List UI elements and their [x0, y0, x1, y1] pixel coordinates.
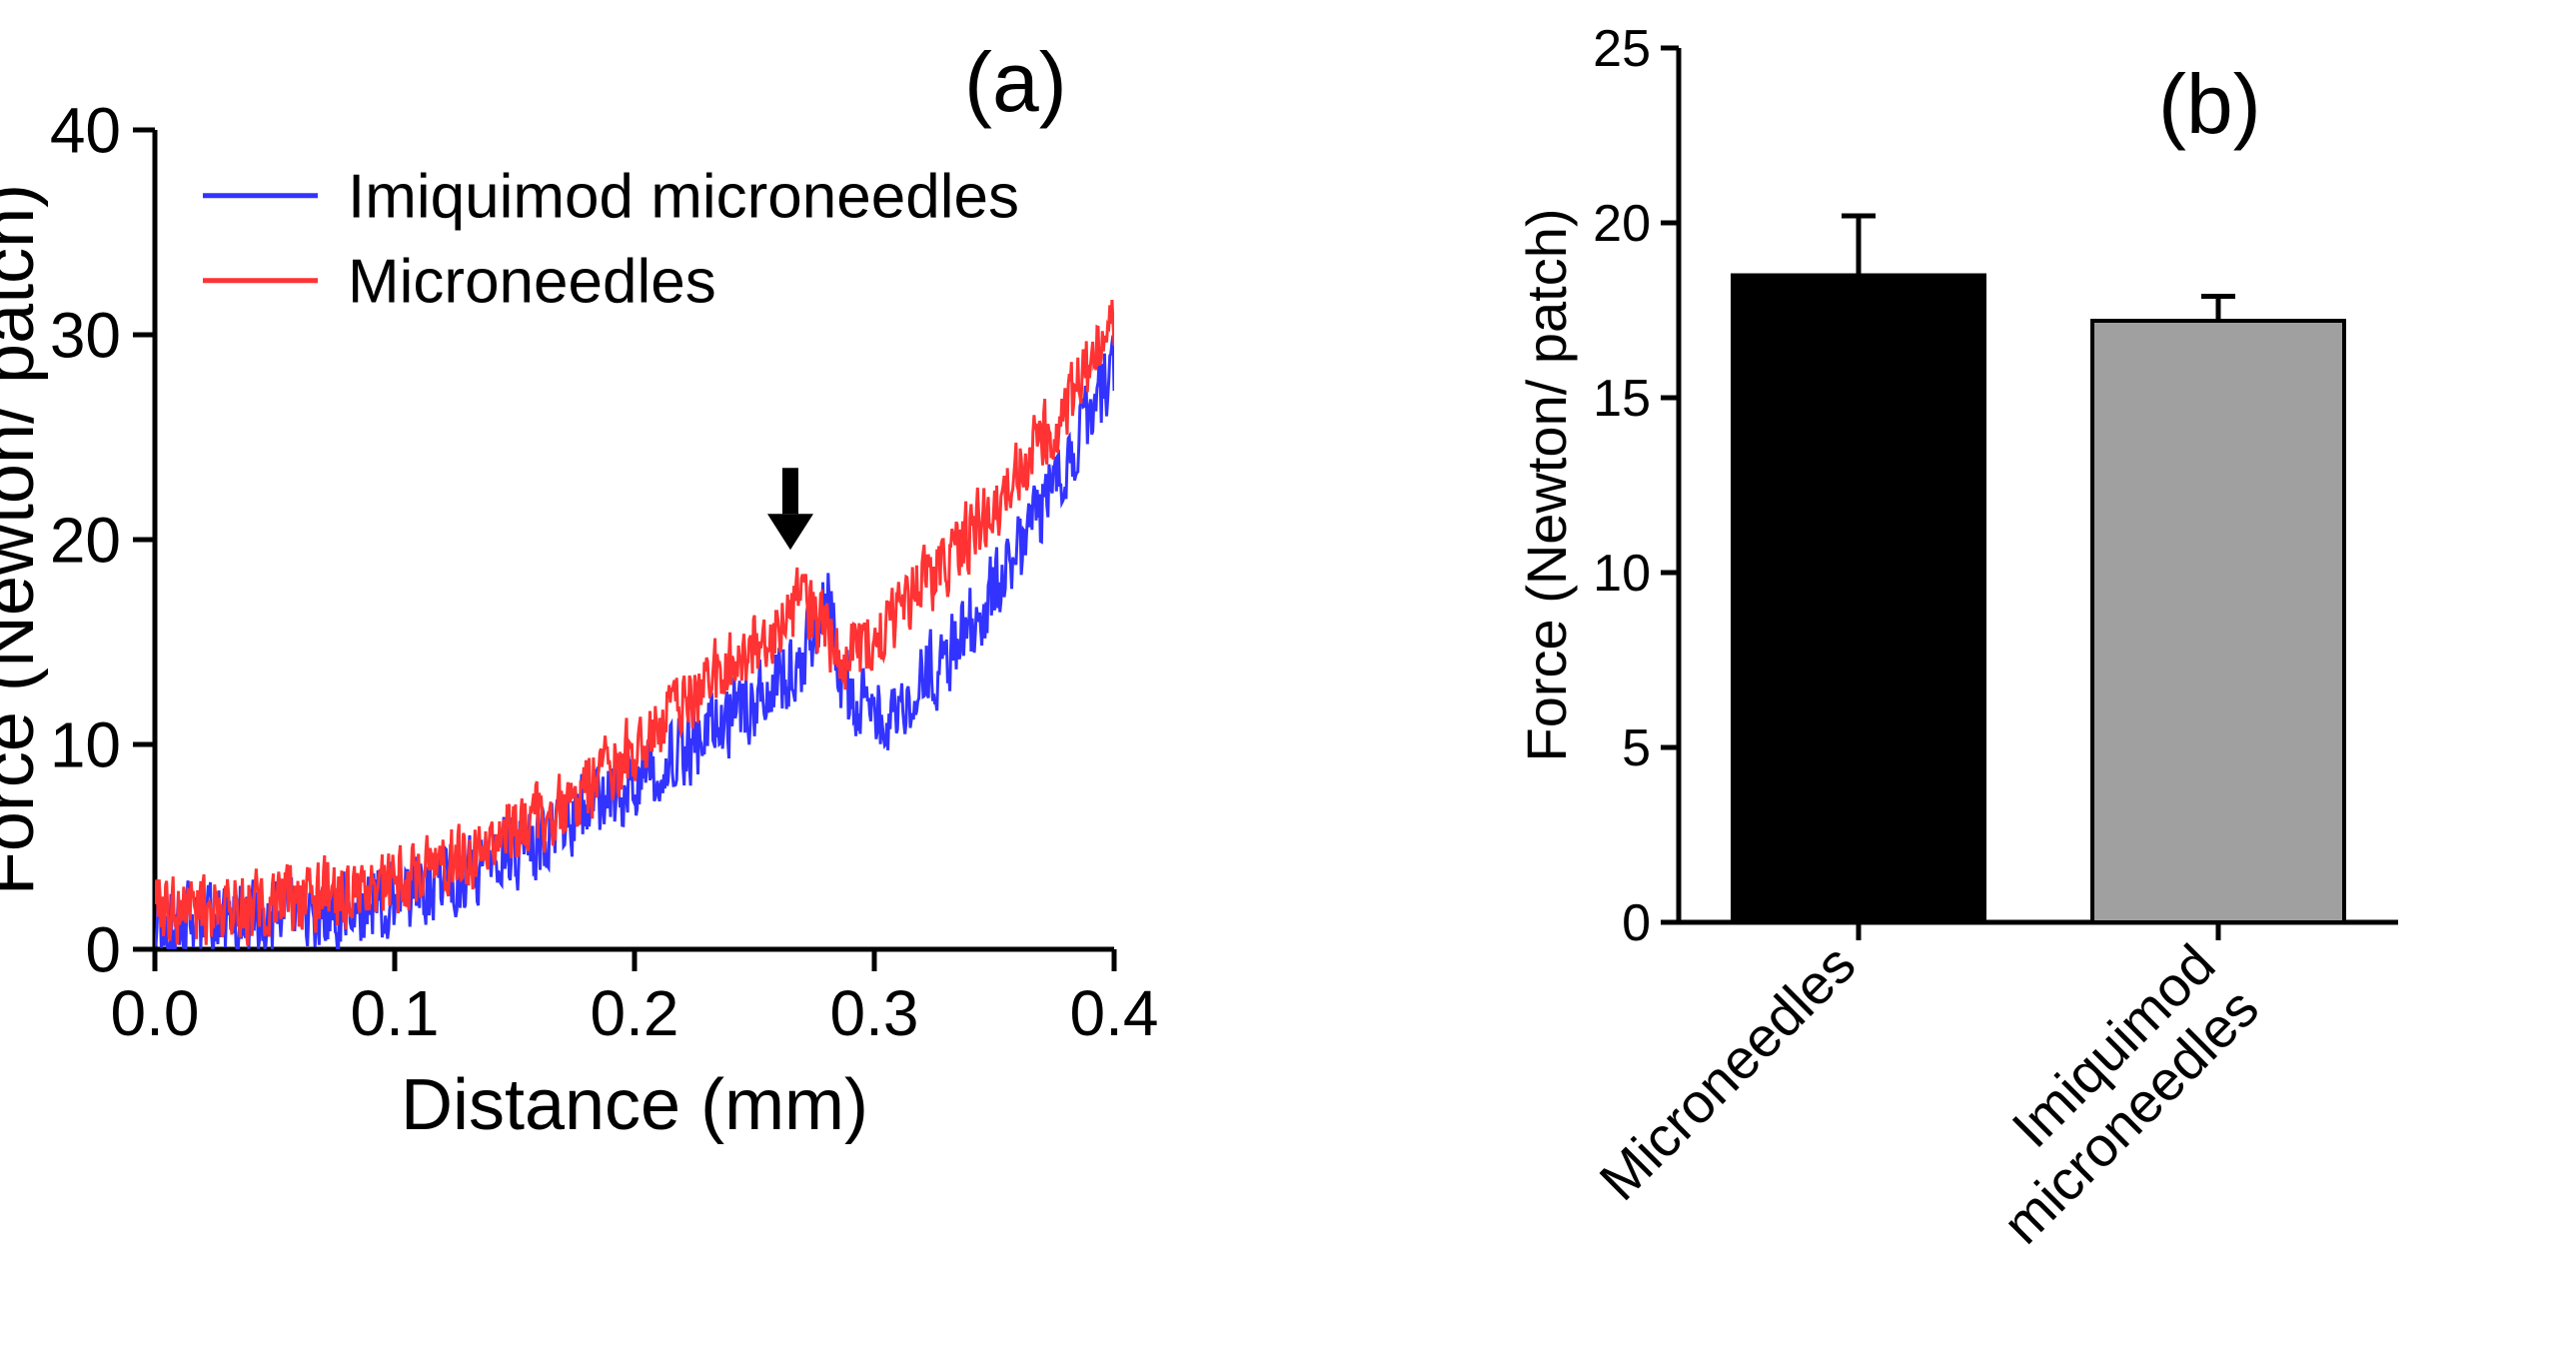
y-tick-label: 15 — [1593, 370, 1651, 428]
y-tick-label: 25 — [1593, 20, 1651, 78]
panel-b-label: (b) — [2158, 56, 2261, 153]
svg-text:Microneedles: Microneedles — [1587, 932, 1867, 1212]
x-tick-label: Microneedles — [1587, 932, 1867, 1212]
y-tick-label: 10 — [1593, 545, 1651, 603]
panel-b-svg: 0 5 10 15 20 25 Force (Newton/ patch) Microneed… — [0, 0, 2576, 1363]
figure-root: 0.00.10.20.30.4010203040Distance (mm)For… — [0, 0, 2576, 1363]
y-tick-label: 20 — [1593, 195, 1651, 253]
bar — [2092, 321, 2344, 922]
y-axis-label: Force (Newton/ patch) — [1515, 209, 1578, 762]
x-tick-label: Imiquimodmicroneedles — [1946, 932, 2270, 1256]
y-tick-label: 0 — [1622, 894, 1651, 952]
y-tick-label: 5 — [1622, 719, 1651, 777]
bar — [1733, 276, 1984, 923]
